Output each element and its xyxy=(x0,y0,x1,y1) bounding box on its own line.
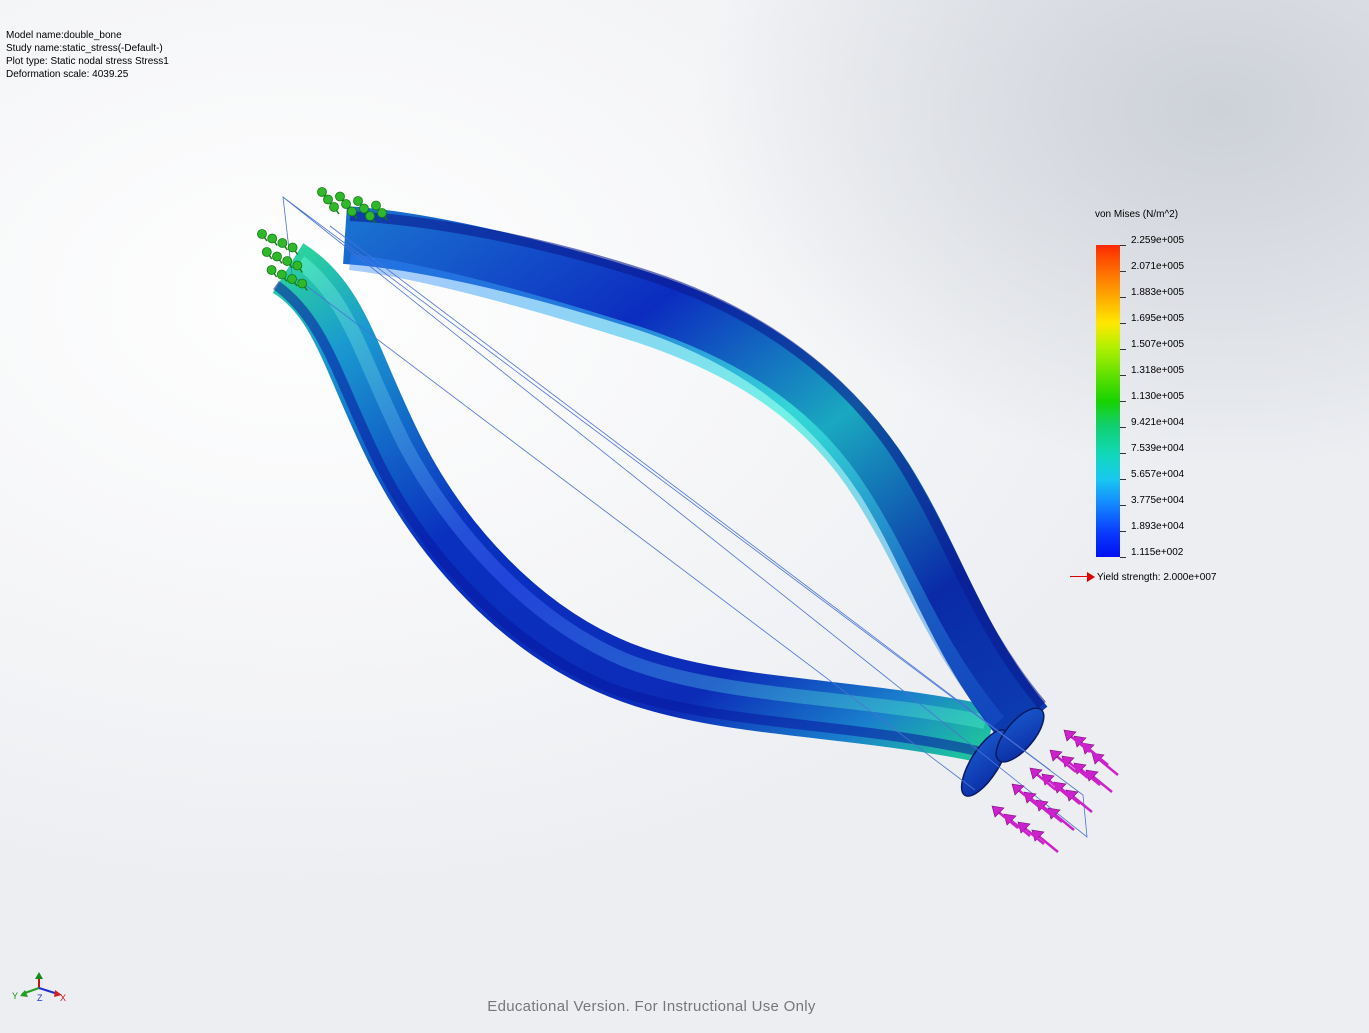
legend-value: 9.421e+004 xyxy=(1131,417,1185,428)
load-arrow-icon xyxy=(1085,769,1113,793)
fixture-marker-icon xyxy=(282,256,293,269)
fixture-marker-icon xyxy=(347,206,358,219)
load-arrows[interactable] xyxy=(991,729,1119,853)
legend-value: 1.893e+004 xyxy=(1131,521,1185,532)
lower-bone-shade xyxy=(273,280,984,757)
load-arrow-icon xyxy=(1049,749,1077,773)
fixture-marker-icon xyxy=(261,247,273,260)
load-arrow-icon xyxy=(1023,791,1051,815)
study-name: Study name:static_stress(-Default-) xyxy=(6,43,163,54)
fixture-marker-icon xyxy=(267,233,278,246)
legend-value: 1.507e+005 xyxy=(1131,339,1185,350)
fixture-markers[interactable] xyxy=(257,187,388,291)
upper-bone-highlight xyxy=(349,254,1005,728)
yield-strength-row: Yield strength: 2.000e+007 xyxy=(1070,572,1216,583)
legend-tick xyxy=(1120,375,1126,376)
lower-bone-highlight xyxy=(295,256,987,729)
plot-type: Plot type: Static nodal stress Stress1 xyxy=(6,56,169,67)
load-arrow-icon xyxy=(1073,735,1101,759)
load-arrow-icon xyxy=(991,805,1019,829)
legend-tick xyxy=(1120,349,1126,350)
undeformed-outline xyxy=(282,196,1088,838)
upper-bone-shade xyxy=(349,211,1046,709)
fixture-marker-icon xyxy=(266,265,278,278)
legend-value: 1.130e+005 xyxy=(1131,391,1185,402)
legend-value: 1.695e+005 xyxy=(1131,313,1185,324)
legend-tick xyxy=(1120,427,1126,428)
legend-title: von Mises (N/m^2) xyxy=(1095,209,1179,220)
upper-bone-end-cap xyxy=(995,707,1045,763)
stress-legend[interactable]: von Mises (N/m^2) 2.259e+005 2.071e+005 1.… xyxy=(1070,208,1290,598)
legend-tick xyxy=(1120,479,1126,480)
legend-tick xyxy=(1120,505,1126,506)
fixture-marker-icon xyxy=(257,229,268,242)
legend-value: 2.259e+005 xyxy=(1131,235,1185,246)
fixture-marker-icon xyxy=(292,260,304,273)
fixture-marker-icon xyxy=(297,278,308,291)
triad-z-label: Z xyxy=(37,993,43,1003)
legend-value: 1.115e+002 xyxy=(1131,547,1184,558)
legend-value: 5.657e+004 xyxy=(1131,469,1185,480)
load-arrow-icon xyxy=(1029,767,1057,791)
legend-tick xyxy=(1120,401,1126,402)
yield-arrow-icon xyxy=(1070,572,1096,583)
triad-z-arrow-icon xyxy=(20,990,28,997)
legend-ticks xyxy=(1120,245,1126,558)
load-arrow-icon xyxy=(1053,781,1081,805)
legend-tick xyxy=(1120,557,1126,558)
undeformed-outline-edge xyxy=(329,225,1051,771)
legend-value: 1.318e+005 xyxy=(1131,365,1185,376)
legend-value: 1.883e+005 xyxy=(1131,287,1185,298)
legend-color-bar xyxy=(1096,245,1120,557)
legend-tick xyxy=(1120,297,1126,298)
triad-y-arrow-icon xyxy=(35,972,43,979)
fixture-marker-icon xyxy=(276,269,288,282)
fixture-marker-icon xyxy=(329,202,340,215)
load-arrow-icon xyxy=(1065,789,1093,813)
lower-bone-body[interactable] xyxy=(271,243,997,764)
fixture-marker-icon xyxy=(287,242,299,255)
load-arrow-icon xyxy=(1047,807,1075,831)
educational-watermark: Educational Version. For Instructional U… xyxy=(487,998,816,1015)
yield-strength-label: Yield strength: 2.000e+007 xyxy=(1097,572,1217,583)
study-info: Model name:double_bone Study name:static… xyxy=(6,29,169,81)
fixture-marker-icon xyxy=(365,211,376,224)
triad-x-arrow-icon xyxy=(54,990,62,997)
legend-tick xyxy=(1120,453,1126,454)
deformation-scale: Deformation scale: 4039.25 xyxy=(6,69,129,80)
fixture-marker-icon xyxy=(377,208,388,221)
legend-tick xyxy=(1120,323,1126,324)
fixture-marker-icon xyxy=(277,238,289,251)
model-name: Model name:double_bone xyxy=(6,30,122,41)
load-arrow-icon xyxy=(1003,813,1031,837)
fixture-marker-icon xyxy=(272,251,283,264)
triad-y-label: Y xyxy=(12,991,18,1001)
legend-value: 2.071e+005 xyxy=(1131,261,1185,272)
legend-tick xyxy=(1120,271,1126,272)
load-arrow-icon xyxy=(1031,829,1059,853)
fixture-marker-icon xyxy=(287,274,298,287)
upper-bone-body[interactable] xyxy=(342,206,1048,744)
legend-value: 7.539e+004 xyxy=(1131,443,1185,454)
legend-value: 3.775e+004 xyxy=(1131,495,1185,506)
triad-x-label: X xyxy=(60,993,66,1003)
orientation-triad[interactable]: Y Z X xyxy=(8,968,70,1004)
legend-tick xyxy=(1120,245,1126,246)
load-arrow-icon xyxy=(1011,783,1039,807)
load-arrow-icon xyxy=(1063,729,1091,753)
legend-tick xyxy=(1120,531,1126,532)
